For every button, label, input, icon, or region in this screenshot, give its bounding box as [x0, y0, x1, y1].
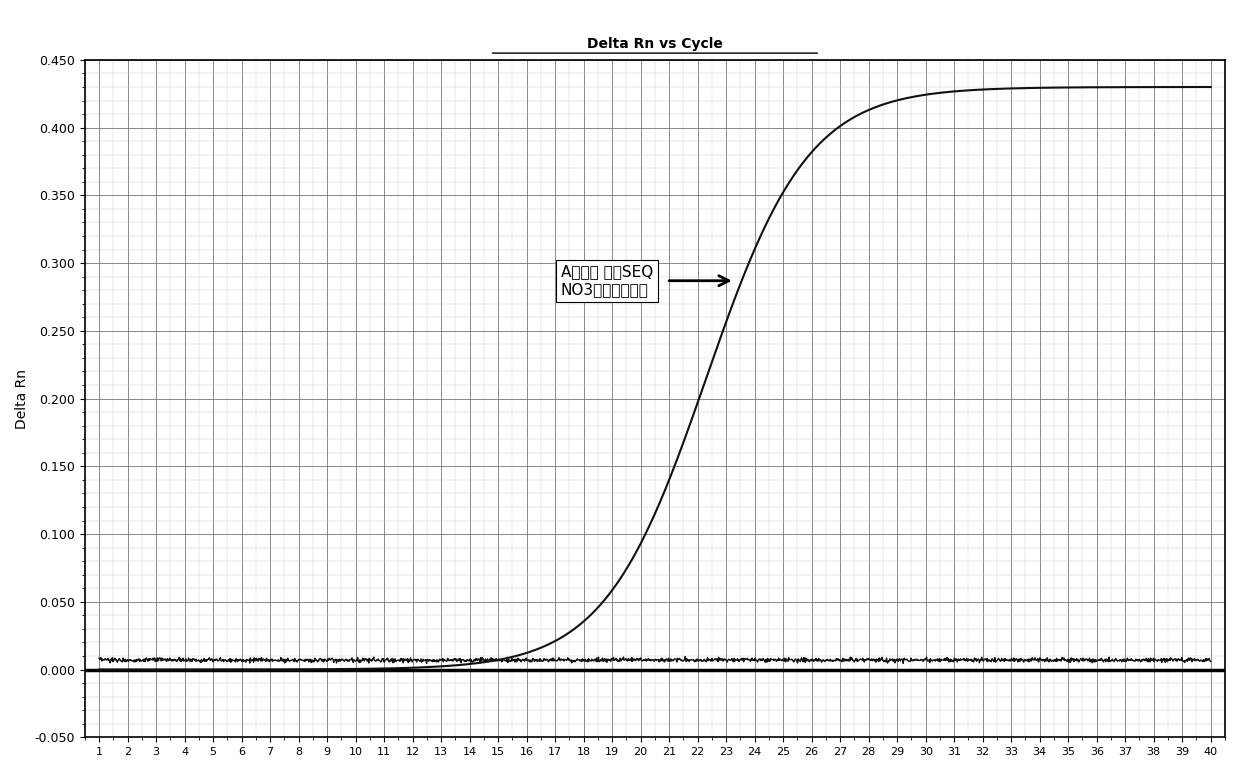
Text: A样本： 探针SEQ
NO3产生扩增曲线: A样本： 探针SEQ NO3产生扩增曲线: [560, 265, 653, 297]
Y-axis label: Delta Rn: Delta Rn: [15, 368, 29, 428]
Text: Delta Rn vs Cycle: Delta Rn vs Cycle: [587, 37, 723, 51]
